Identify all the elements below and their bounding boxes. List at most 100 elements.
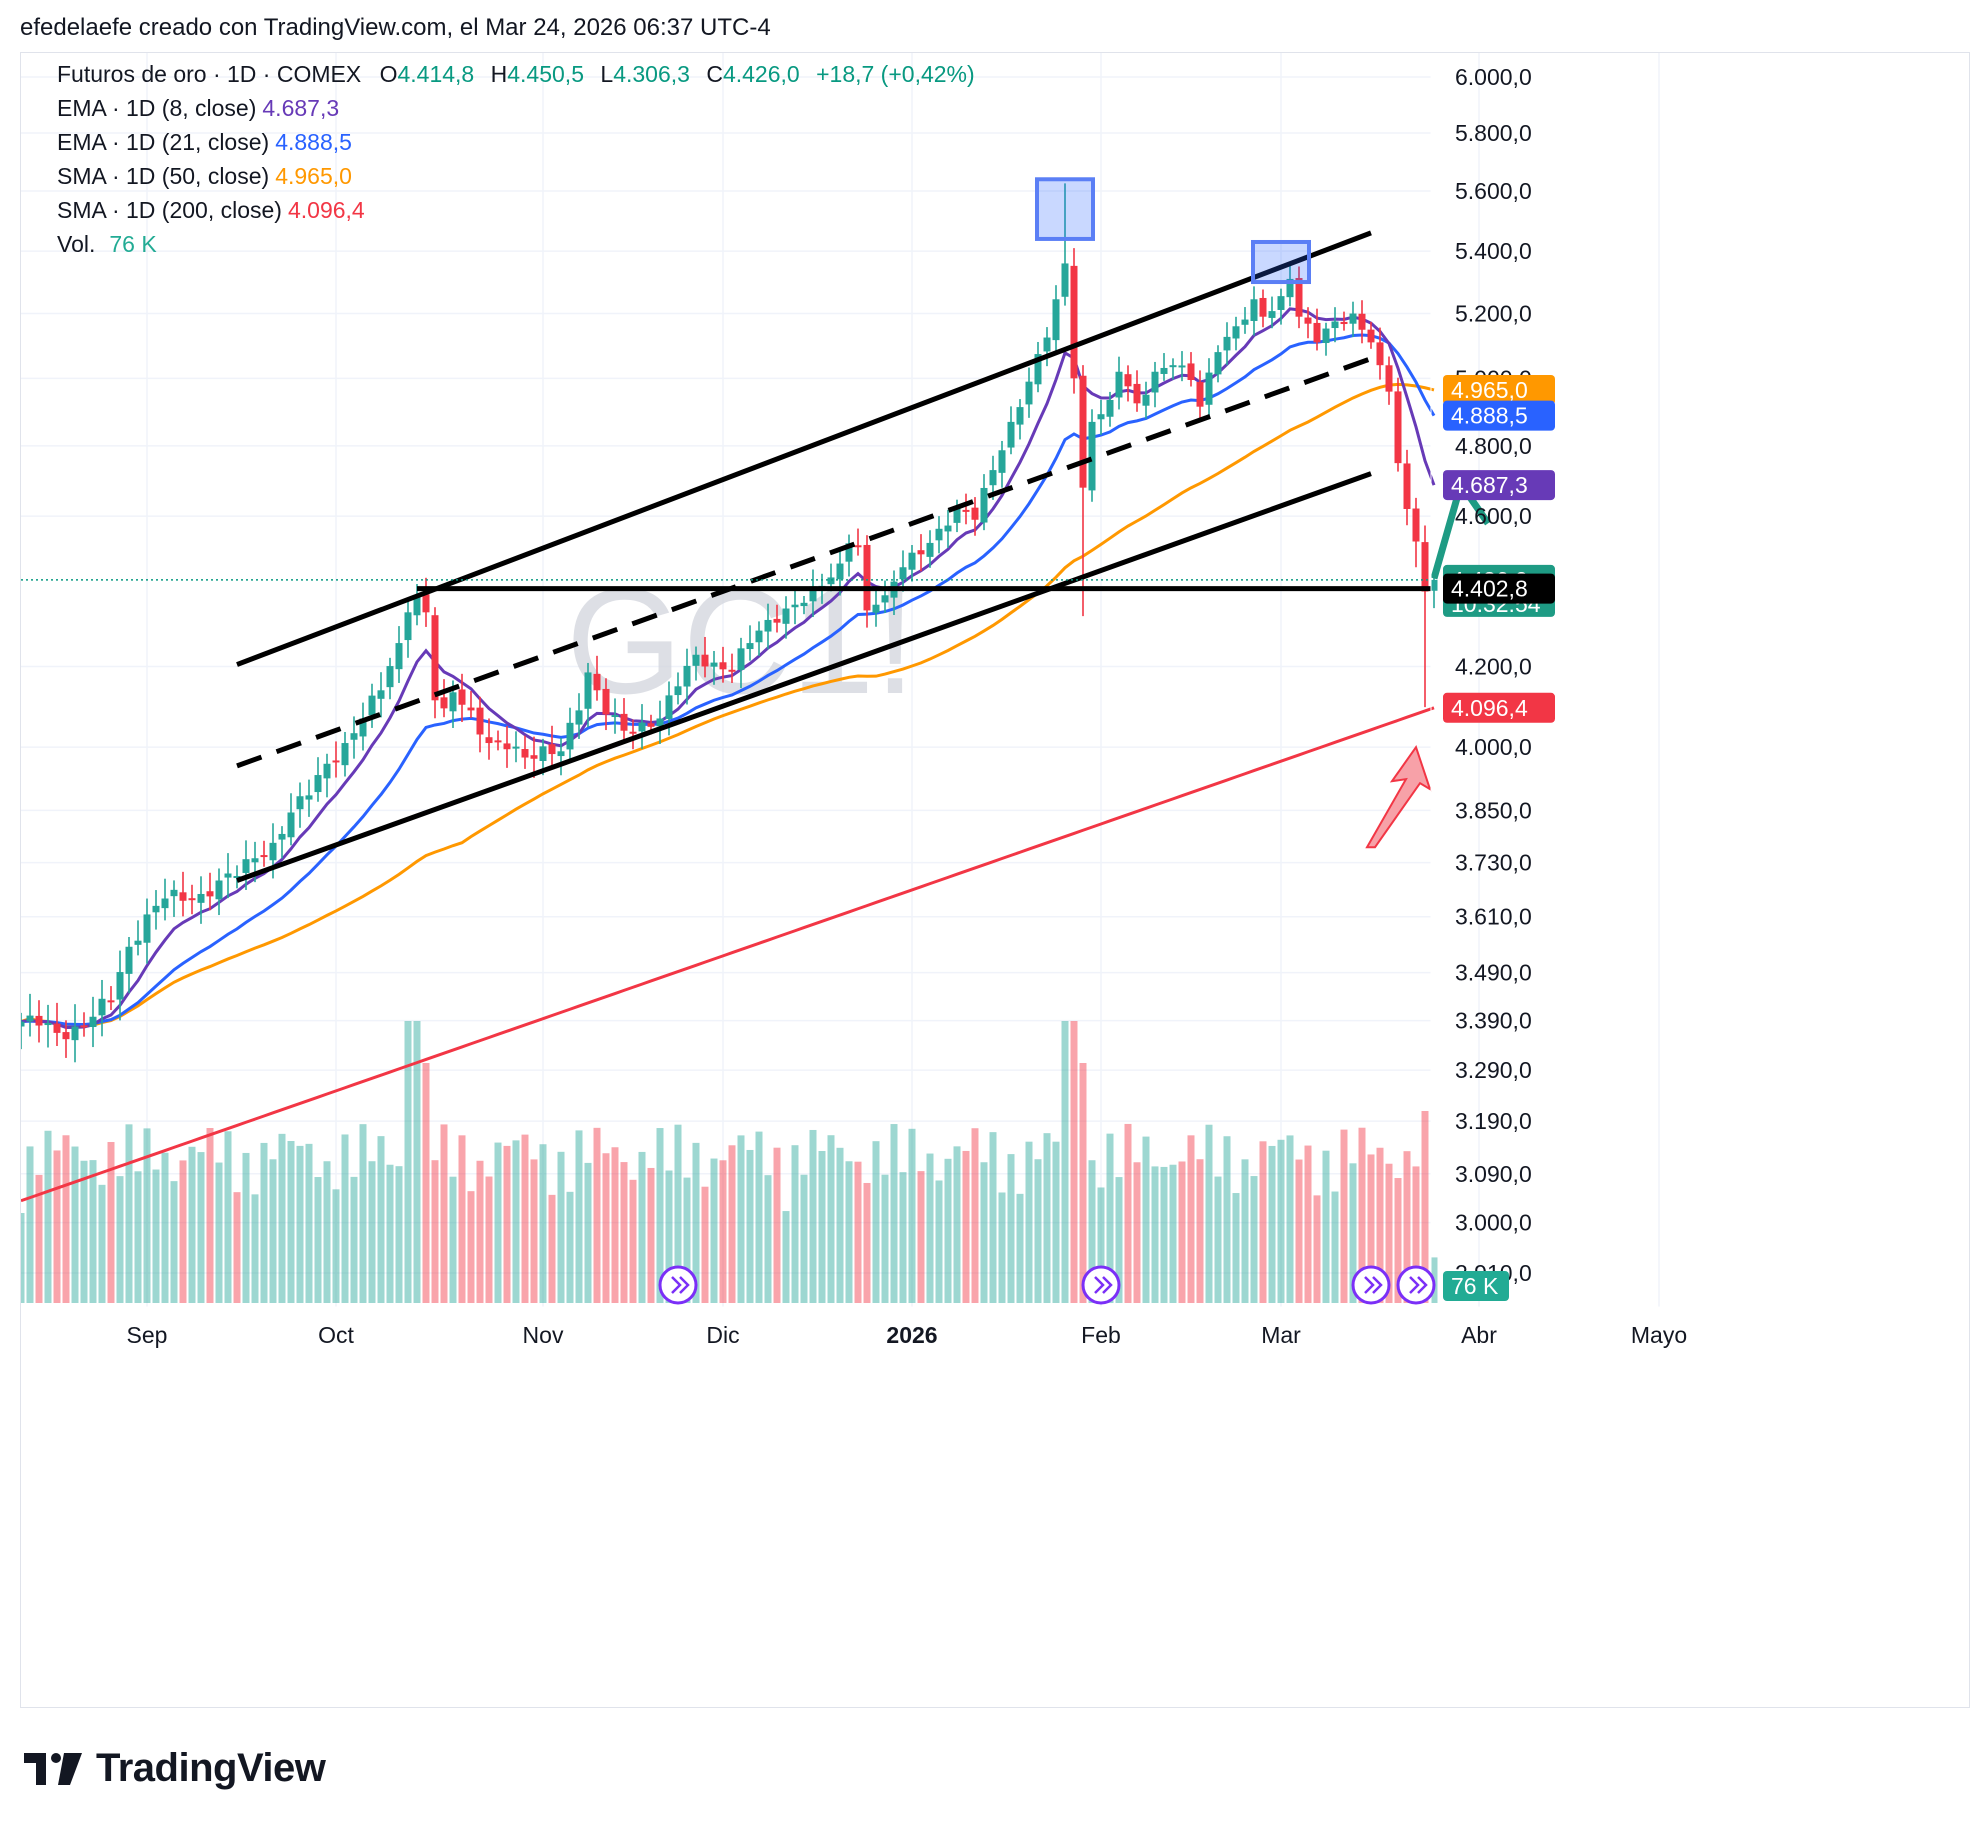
volume-badge (1443, 1271, 1509, 1301)
candle-body (566, 722, 574, 750)
candle-body (206, 891, 214, 897)
legend-sma200-value: 4.096,4 (287, 197, 365, 223)
candle-body (1133, 383, 1141, 404)
price-badge (1443, 470, 1555, 501)
legend-ema8-label: EMA · 1D (8, close) (57, 95, 257, 121)
candle-body (1142, 394, 1150, 406)
candle-body (1034, 354, 1042, 385)
candle-body (647, 723, 655, 727)
candle-body (701, 654, 709, 667)
legend-close-value: 4.426,0 (722, 61, 800, 87)
candle-body (170, 889, 178, 897)
volume-bar (647, 1167, 655, 1303)
legend-symbol[interactable]: Futuros de oro · 1D · COMEX (57, 61, 362, 87)
volume-bar (98, 1184, 106, 1303)
volume-bar (1331, 1191, 1339, 1303)
legend-volume[interactable]: Vol. 76 K (57, 227, 157, 261)
volume-bar (1286, 1135, 1294, 1303)
legend-change: +18,7 (+0,42%) (816, 61, 975, 87)
volume-bar (746, 1149, 754, 1303)
candle-body (26, 1015, 34, 1022)
volume-bar (782, 1211, 790, 1303)
candle-body (89, 1016, 97, 1028)
price-badge-label: 4.096,4 (1451, 695, 1528, 721)
highlight-box (1251, 239, 1311, 285)
volume-bar (1403, 1151, 1411, 1303)
volume-bar (602, 1153, 610, 1303)
price-axis-tick-label: 3.190,0 (1455, 1108, 1532, 1134)
chart-panel[interactable]: GC1!6.000,05.800,05.600,05.400,05.200,05… (20, 52, 1970, 1708)
volume-bar (116, 1176, 124, 1303)
highlight-box (1035, 177, 1095, 241)
volume-bar (1196, 1159, 1204, 1303)
price-chart[interactable]: GC1!6.000,05.800,05.600,05.400,05.200,05… (21, 53, 1969, 1707)
volume-bar (980, 1162, 988, 1303)
legend-high-label: H (490, 61, 508, 87)
legend-sma50[interactable]: SMA · 1D (50, close) 4.965,0 (57, 159, 352, 193)
volume-bar (1214, 1176, 1222, 1303)
volume-bar (557, 1151, 565, 1303)
volume-bar (674, 1124, 682, 1303)
candle-body (926, 542, 934, 557)
candle-body (21, 1021, 25, 1027)
tradingview-logo[interactable]: TradingView (24, 1746, 326, 1791)
candle-body (935, 528, 943, 541)
legend-ema8[interactable]: EMA · 1D (8, close) 4.687,3 (57, 91, 339, 125)
candle-body (764, 619, 772, 632)
candle-body (314, 775, 322, 793)
candle-body (584, 672, 592, 709)
volume-bar (908, 1128, 916, 1303)
chart-header: efedelaefe creado con TradingView.com, e… (20, 14, 771, 41)
volume-bar (917, 1171, 925, 1303)
candle-body (1403, 463, 1411, 509)
candle-body (404, 612, 412, 641)
legend-sma50-label: SMA · 1D (50, close) (57, 163, 270, 189)
grid (21, 53, 1660, 1307)
candle-body (827, 577, 835, 585)
candle-body (1016, 407, 1024, 425)
volume-bar (206, 1128, 214, 1303)
price-axis-tick-label: 6.000,0 (1455, 64, 1532, 90)
candle-body (1232, 326, 1240, 339)
price-axis-tick-label: 4.000,0 (1455, 734, 1532, 760)
volume-bar (1151, 1166, 1159, 1303)
volume-bar (1169, 1164, 1177, 1303)
event-marker-glyph (671, 1276, 690, 1294)
legend-ohlc-row[interactable]: Futuros de oro · 1D · COMEX O4.414,8 H4.… (57, 57, 975, 91)
time-axis-tick-label: Abr (1461, 1322, 1497, 1348)
volume-bar (692, 1142, 700, 1303)
candle-body (1007, 421, 1015, 448)
volume-badge-label: 76 K (1451, 1273, 1499, 1299)
candle-body (1052, 299, 1060, 341)
candle-body (53, 1023, 61, 1033)
candle-body (440, 697, 448, 709)
volume-bar (791, 1145, 799, 1303)
volume-bar (107, 1142, 115, 1303)
legend-ema21[interactable]: EMA · 1D (21, close) 4.888,5 (57, 125, 352, 159)
volume-bar (611, 1147, 619, 1303)
volume-bar (341, 1134, 349, 1303)
volume-bar (1034, 1159, 1042, 1303)
candle-body (251, 858, 259, 863)
legend-sma200[interactable]: SMA · 1D (200, close) 4.096,4 (57, 193, 365, 227)
candles (21, 183, 1438, 1063)
volume-series (21, 1021, 1438, 1303)
volume-bar (422, 1063, 430, 1303)
price-axis-tick-label: 4.800,0 (1455, 433, 1532, 459)
volume-bar (494, 1142, 502, 1303)
price-axis-tick-label: 3.850,0 (1455, 797, 1532, 823)
volume-bar (719, 1160, 727, 1303)
volume-bar (53, 1150, 61, 1303)
price-axis-tick-label: 3.610,0 (1455, 904, 1532, 930)
candle-body (1376, 342, 1384, 366)
volume-bar (854, 1161, 862, 1303)
legend-ema21-value: 4.888,5 (275, 129, 352, 155)
candle-body (944, 525, 952, 532)
candle-body (359, 718, 367, 737)
legend-sma50-value: 4.965,0 (275, 163, 352, 189)
volume-bar (224, 1131, 232, 1303)
candle-body (152, 905, 160, 913)
volume-bar (1205, 1124, 1213, 1303)
volume-bar (134, 1171, 142, 1303)
volume-bar (1340, 1129, 1348, 1303)
